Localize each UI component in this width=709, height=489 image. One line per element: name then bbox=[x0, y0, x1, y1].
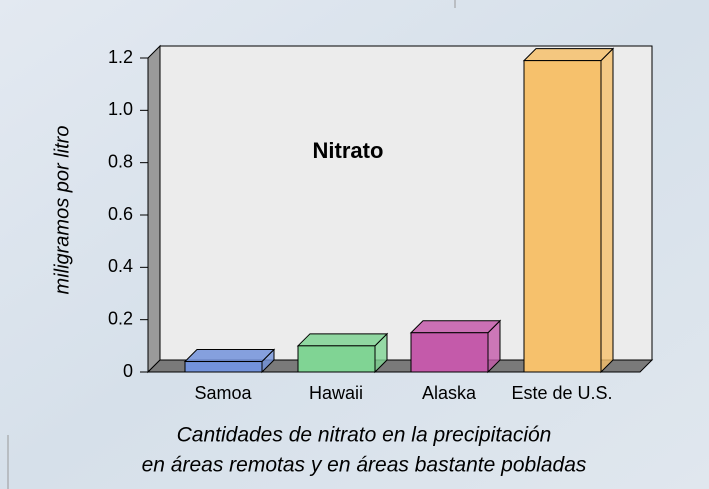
y-tick-label: 0.4 bbox=[108, 256, 133, 276]
side-wall bbox=[147, 44, 161, 374]
chart-title: Nitrato bbox=[313, 138, 384, 163]
x-tick-label: Este de U.S. bbox=[511, 383, 612, 403]
y-tick-label: 1.2 bbox=[108, 47, 133, 67]
caption: en áreas remotas y en áreas bastante pob… bbox=[142, 454, 587, 477]
bar-front bbox=[523, 60, 602, 373]
bar-front bbox=[410, 332, 489, 373]
y-tick-label: 0.8 bbox=[108, 151, 133, 171]
bar-top bbox=[296, 333, 389, 347]
y-tick-label: 0.6 bbox=[108, 204, 133, 224]
y-tick-label: 0 bbox=[123, 361, 133, 381]
y-tick-label: 0.2 bbox=[108, 308, 133, 328]
bar-top bbox=[183, 349, 276, 363]
bar-side bbox=[600, 47, 614, 374]
bar bbox=[183, 348, 276, 374]
x-tick-label: Samoa bbox=[194, 383, 252, 403]
bar-top bbox=[522, 48, 615, 62]
y-axis-label: miligramos por litro bbox=[51, 126, 73, 295]
x-tick-label: Alaska bbox=[422, 383, 477, 403]
x-tick-label: Hawaii bbox=[309, 383, 363, 403]
caption: Cantidades de nitrato en la precipitació… bbox=[177, 424, 552, 447]
bar-front bbox=[297, 345, 376, 373]
bar-top bbox=[409, 320, 502, 334]
y-tick-label: 1.0 bbox=[108, 99, 133, 119]
bar bbox=[409, 319, 502, 374]
bar bbox=[522, 47, 615, 374]
bar-front bbox=[184, 361, 263, 373]
bar bbox=[296, 332, 389, 374]
